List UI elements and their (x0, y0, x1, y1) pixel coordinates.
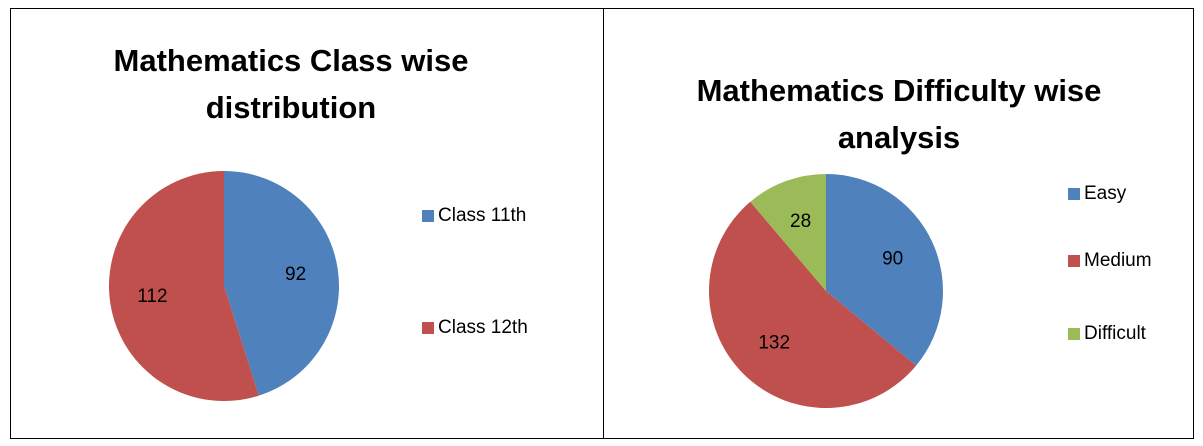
chart-title: Mathematics Difficulty wise analysis (696, 73, 1102, 155)
legend-label: Difficult (1084, 323, 1147, 344)
legend-label: Class 11th (438, 205, 526, 226)
pie-slice (826, 174, 944, 366)
chart-title: Mathematics Class wise distribution (113, 43, 469, 125)
data-label: 28 (790, 211, 811, 232)
legend-label: Class 12th (438, 317, 528, 338)
legend-swatch (1068, 328, 1080, 340)
legend-swatch (1068, 255, 1080, 267)
chart: 90 132 28 Easy Medium Difficult (709, 174, 1152, 408)
data-label: 90 (882, 249, 903, 270)
pie-slice (709, 201, 917, 408)
chart: 92 112 Class 11th Class 12th (108, 171, 528, 401)
legend-swatch (422, 322, 434, 334)
legend-swatch (422, 210, 434, 222)
data-label: 112 (137, 286, 167, 307)
chart-panel: Mathematics Class wise distribution 92 11… (10, 8, 605, 439)
legend-label: Easy (1084, 183, 1127, 204)
legend-swatch (1068, 188, 1080, 200)
data-label: 92 (285, 264, 306, 285)
legend-label: Medium (1084, 250, 1152, 271)
pie-slice (224, 171, 339, 396)
pie-slice (750, 174, 826, 291)
chart-panel: Mathematics Difficulty wise analysis 90 1… (603, 8, 1194, 439)
data-label: 132 (758, 332, 790, 353)
pie-slice (108, 171, 259, 401)
